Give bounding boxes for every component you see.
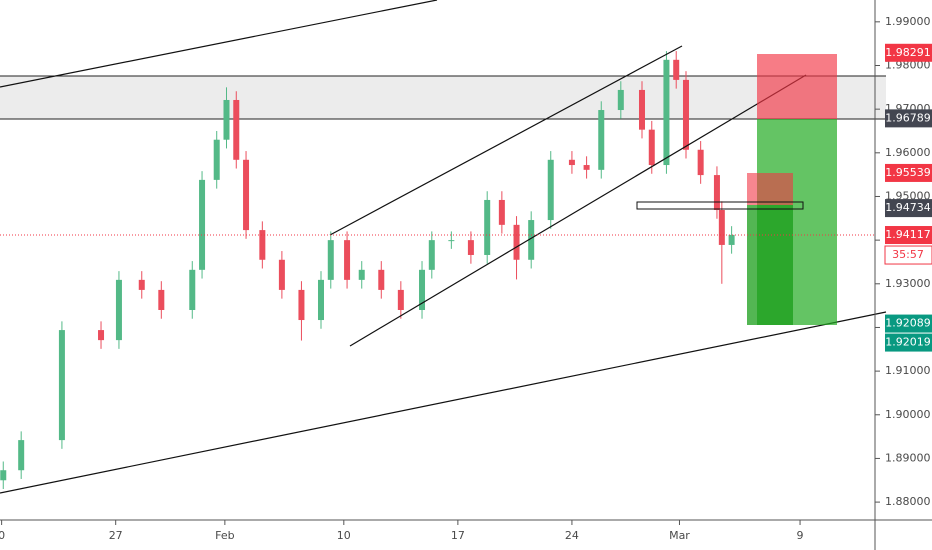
- candle-body: [547, 159, 554, 221]
- candle-body: [158, 289, 165, 310]
- candle-body: [513, 224, 520, 260]
- x-tick-label: Mar: [669, 529, 690, 542]
- target-zone: [747, 205, 793, 325]
- stop-zone: [757, 54, 837, 119]
- candle-body: [259, 230, 266, 260]
- trendline: [329, 45, 683, 236]
- candle-body: [638, 89, 645, 130]
- candle-body: [673, 59, 680, 80]
- y-tick-label: 1.96000: [885, 146, 931, 159]
- stop-zone: [747, 173, 793, 205]
- candle-body: [223, 99, 230, 140]
- y-tick-label: 1.93000: [885, 277, 931, 290]
- candle-body: [358, 269, 365, 280]
- candle-body: [713, 175, 720, 211]
- candle-body: [663, 59, 670, 166]
- candle-body: [617, 89, 624, 111]
- candle-body: [199, 179, 206, 270]
- candle-body: [484, 199, 491, 255]
- candle-body: [528, 220, 535, 260]
- price-label: 1.92089: [885, 317, 931, 330]
- candle-body: [648, 129, 655, 166]
- candle-body: [138, 279, 145, 290]
- candle-body: [115, 279, 122, 341]
- candle-body: [428, 240, 435, 270]
- price-label: 1.95539: [885, 166, 931, 179]
- price-label: 1.94734: [885, 201, 931, 214]
- price-label-bg: [885, 333, 932, 352]
- price-label-bg: [885, 109, 932, 128]
- price-label: 1.96789: [885, 111, 931, 124]
- candle-body: [278, 259, 285, 290]
- trendline: [349, 74, 807, 347]
- countdown-bg: [884, 245, 932, 265]
- y-tick-label: 1.90000: [885, 408, 931, 421]
- candle-body: [317, 279, 324, 321]
- x-tick-label: 27: [109, 529, 123, 542]
- y-tick-label: 1.88000: [885, 495, 931, 508]
- x-tick-label: Feb: [215, 529, 234, 542]
- price-label-bg: [885, 226, 932, 245]
- x-tick-label: 10: [337, 529, 351, 542]
- candle-body: [344, 240, 351, 280]
- trendline: [0, 311, 887, 494]
- candle-body: [189, 269, 196, 310]
- y-tick-label: 1.91000: [885, 364, 931, 377]
- countdown: 35:57: [892, 248, 924, 261]
- x-tick-label: 24: [565, 529, 579, 542]
- price-label: 1.98291: [885, 46, 931, 59]
- candle-body: [233, 99, 240, 160]
- candle-body: [419, 269, 426, 310]
- candle-body: [0, 470, 7, 481]
- price-label-bg: [885, 43, 932, 62]
- price-label-bg: [885, 314, 932, 333]
- zone: [0, 76, 886, 119]
- candle-body: [298, 289, 305, 321]
- candle-body: [243, 159, 250, 231]
- candle-body: [697, 149, 704, 176]
- price-label: 1.92019: [885, 336, 931, 349]
- candle-body: [583, 165, 590, 170]
- price-label-bg: [885, 163, 932, 182]
- candle-body: [213, 139, 220, 180]
- candle-body: [728, 234, 735, 245]
- candles: [0, 51, 735, 490]
- price-label: 1.94117: [885, 228, 931, 241]
- candle-body: [568, 159, 575, 166]
- x-tick-label: 0: [0, 529, 5, 542]
- candle-body: [682, 79, 689, 150]
- x-tick-label: 17: [451, 529, 465, 542]
- candle-body: [397, 289, 404, 310]
- candle-body: [467, 240, 474, 255]
- candle-body: [718, 210, 725, 245]
- candle-body: [378, 269, 385, 290]
- y-tick-label: 1.89000: [885, 451, 931, 464]
- candle-body: [98, 330, 105, 341]
- price-label-bg: [885, 199, 932, 218]
- candle-body: [448, 240, 455, 242]
- candle-body: [327, 240, 334, 280]
- candle-body: [498, 199, 505, 225]
- candle-body: [18, 440, 25, 471]
- trendline: [0, 0, 438, 88]
- box: [636, 201, 804, 210]
- candle-body: [58, 330, 65, 441]
- x-tick-label: 9: [797, 529, 804, 542]
- candle-body: [598, 110, 605, 170]
- y-tick-label: 1.99000: [885, 15, 931, 28]
